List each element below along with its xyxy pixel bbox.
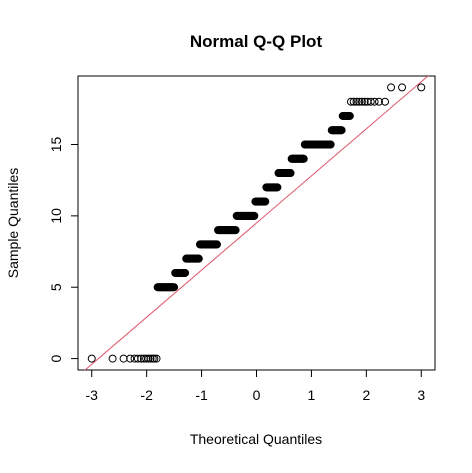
data-point xyxy=(150,354,159,363)
x-tick-label: 1 xyxy=(308,387,316,403)
data-point xyxy=(370,97,379,106)
x-tick-label: -1 xyxy=(195,387,208,403)
data-point xyxy=(133,354,142,363)
data-point xyxy=(144,354,153,363)
data-point xyxy=(286,169,295,178)
data-point xyxy=(326,140,335,149)
y-tick-label: 5 xyxy=(48,283,64,291)
data-point xyxy=(152,354,161,363)
data-point xyxy=(366,97,375,106)
y-axis-label: Sample Quantiles xyxy=(5,168,21,279)
data-point xyxy=(108,354,117,363)
data-point xyxy=(261,197,270,206)
data-point xyxy=(212,240,221,249)
y-tick-label: 0 xyxy=(48,354,64,362)
data-point xyxy=(194,254,203,263)
data-point xyxy=(146,354,155,363)
x-tick-label: 2 xyxy=(362,387,370,403)
data-point xyxy=(170,283,179,292)
data-point xyxy=(126,354,135,363)
data-point xyxy=(273,183,282,192)
data-point xyxy=(349,97,358,106)
data-point xyxy=(398,83,407,92)
data-point xyxy=(87,354,96,363)
data-point xyxy=(231,226,240,235)
y-tick-label: 10 xyxy=(48,208,64,224)
data-point xyxy=(346,97,355,106)
data-point xyxy=(250,211,259,220)
data-point xyxy=(345,111,354,120)
data-point xyxy=(381,97,390,106)
data-point xyxy=(119,354,128,363)
data-point xyxy=(355,97,364,106)
data-point xyxy=(374,97,383,106)
data-point xyxy=(299,154,308,163)
data-point xyxy=(417,83,426,92)
x-axis: -3 -2 -1 0 1 2 3 xyxy=(86,369,425,403)
data-point xyxy=(181,268,190,277)
x-tick-label: 0 xyxy=(253,387,261,403)
data-point xyxy=(357,97,366,106)
data-point xyxy=(337,126,346,135)
x-axis-label: Theoretical Quantiles xyxy=(190,431,322,447)
data-point xyxy=(387,83,396,92)
data-point xyxy=(360,97,369,106)
data-point xyxy=(352,97,361,106)
reference-line xyxy=(84,76,429,370)
x-tick-label: -3 xyxy=(86,387,99,403)
x-tick-label: -2 xyxy=(140,387,153,403)
x-tick-label: 3 xyxy=(417,387,425,403)
y-axis: 0 5 10 15 xyxy=(48,137,79,362)
y-tick-label: 15 xyxy=(48,137,64,153)
chart-title: Normal Q-Q Plot xyxy=(190,32,323,51)
